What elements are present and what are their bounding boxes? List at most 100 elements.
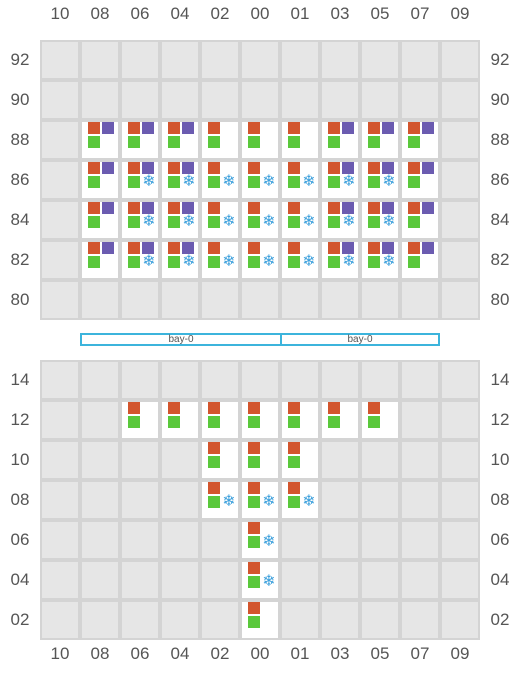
container-slot[interactable]: ❄ bbox=[360, 200, 400, 240]
snowflake-icon: ❄ bbox=[262, 571, 276, 590]
empty-cell bbox=[240, 80, 280, 120]
container-slot[interactable]: ❄ bbox=[360, 240, 400, 280]
container-slot[interactable]: ❄ bbox=[120, 160, 160, 200]
snowflake-icon: ❄ bbox=[342, 251, 356, 270]
container-slot[interactable] bbox=[240, 400, 280, 440]
container-slot[interactable] bbox=[200, 120, 240, 160]
container-slot[interactable]: ❄ bbox=[360, 160, 400, 200]
container-marker-green bbox=[208, 416, 220, 428]
empty-cell bbox=[320, 360, 360, 400]
empty-cell bbox=[160, 480, 200, 520]
container-slot[interactable]: ❄ bbox=[160, 160, 200, 200]
container-slot[interactable] bbox=[360, 400, 400, 440]
empty-cell bbox=[40, 560, 80, 600]
snowflake-icon: ❄ bbox=[222, 251, 236, 270]
container-marker-purple bbox=[382, 162, 394, 174]
container-slot[interactable] bbox=[160, 120, 200, 160]
snowflake-icon: ❄ bbox=[262, 251, 276, 270]
empty-cell bbox=[400, 400, 440, 440]
container-slot[interactable] bbox=[240, 440, 280, 480]
container-slot[interactable] bbox=[280, 120, 320, 160]
empty-cell bbox=[120, 520, 160, 560]
container-slot[interactable] bbox=[160, 400, 200, 440]
container-marker-purple bbox=[382, 242, 394, 254]
container-slot[interactable] bbox=[120, 120, 160, 160]
container-slot[interactable]: ❄ bbox=[200, 480, 240, 520]
container-marker-green bbox=[328, 256, 340, 268]
snowflake-icon: ❄ bbox=[222, 491, 236, 510]
empty-cell bbox=[80, 400, 120, 440]
container-marker-green bbox=[288, 136, 300, 148]
container-slot[interactable] bbox=[240, 120, 280, 160]
empty-cell bbox=[120, 40, 160, 80]
container-slot[interactable]: ❄ bbox=[280, 200, 320, 240]
container-slot[interactable]: ❄ bbox=[120, 240, 160, 280]
container-slot[interactable] bbox=[80, 120, 120, 160]
container-marker-green bbox=[128, 216, 140, 228]
row-label-left: 04 bbox=[10, 570, 30, 589]
row-label-left: 84 bbox=[10, 210, 30, 229]
container-slot[interactable]: ❄ bbox=[280, 240, 320, 280]
container-slot[interactable]: ❄ bbox=[200, 240, 240, 280]
container-marker-red bbox=[208, 402, 220, 414]
container-marker-green bbox=[328, 416, 340, 428]
container-marker-green bbox=[248, 456, 260, 468]
container-slot[interactable] bbox=[400, 240, 440, 280]
container-marker-red bbox=[288, 442, 300, 454]
empty-cell bbox=[240, 40, 280, 80]
row-label-right: 02 bbox=[490, 610, 510, 629]
container-slot[interactable]: ❄ bbox=[280, 480, 320, 520]
column-label: 08 bbox=[90, 644, 110, 663]
container-slot[interactable] bbox=[200, 400, 240, 440]
empty-cell bbox=[280, 360, 320, 400]
container-slot[interactable] bbox=[80, 160, 120, 200]
container-slot[interactable] bbox=[360, 120, 400, 160]
container-slot[interactable] bbox=[280, 400, 320, 440]
container-slot[interactable]: ❄ bbox=[320, 160, 360, 200]
container-slot[interactable] bbox=[320, 120, 360, 160]
snowflake-icon: ❄ bbox=[222, 211, 236, 230]
container-slot[interactable] bbox=[80, 200, 120, 240]
column-label: 01 bbox=[290, 644, 310, 663]
container-marker-green bbox=[88, 136, 100, 148]
container-slot[interactable]: ❄ bbox=[200, 160, 240, 200]
container-slot[interactable] bbox=[240, 600, 280, 640]
empty-cell bbox=[360, 520, 400, 560]
container-slot[interactable] bbox=[200, 440, 240, 480]
empty-cell bbox=[80, 280, 120, 320]
container-slot[interactable] bbox=[280, 440, 320, 480]
container-slot[interactable]: ❄ bbox=[320, 200, 360, 240]
container-slot[interactable] bbox=[320, 400, 360, 440]
container-slot[interactable] bbox=[400, 200, 440, 240]
empty-cell bbox=[200, 80, 240, 120]
container-slot[interactable]: ❄ bbox=[280, 160, 320, 200]
container-slot[interactable]: ❄ bbox=[160, 200, 200, 240]
container-slot[interactable] bbox=[400, 160, 440, 200]
container-marker-red bbox=[408, 242, 420, 254]
empty-cell bbox=[280, 80, 320, 120]
container-slot[interactable]: ❄ bbox=[240, 240, 280, 280]
container-slot[interactable]: ❄ bbox=[320, 240, 360, 280]
container-slot[interactable]: ❄ bbox=[160, 240, 200, 280]
container-marker-green bbox=[368, 416, 380, 428]
container-slot[interactable]: ❄ bbox=[240, 560, 280, 600]
container-slot[interactable]: ❄ bbox=[240, 160, 280, 200]
container-slot[interactable]: ❄ bbox=[240, 480, 280, 520]
container-slot[interactable] bbox=[80, 240, 120, 280]
container-slot[interactable]: ❄ bbox=[120, 200, 160, 240]
bay-bar-left: bay-0 bbox=[80, 333, 282, 346]
row-label-right: 82 bbox=[490, 250, 510, 269]
empty-cell bbox=[320, 80, 360, 120]
container-marker-red bbox=[248, 522, 260, 534]
container-slot[interactable] bbox=[400, 120, 440, 160]
container-slot[interactable]: ❄ bbox=[240, 520, 280, 560]
container-slot[interactable]: ❄ bbox=[200, 200, 240, 240]
container-slot[interactable]: ❄ bbox=[240, 200, 280, 240]
empty-cell bbox=[280, 520, 320, 560]
container-marker-red bbox=[328, 162, 340, 174]
container-slot[interactable] bbox=[120, 400, 160, 440]
container-marker-green bbox=[248, 136, 260, 148]
empty-cell bbox=[440, 80, 480, 120]
column-label: 10 bbox=[50, 644, 70, 663]
